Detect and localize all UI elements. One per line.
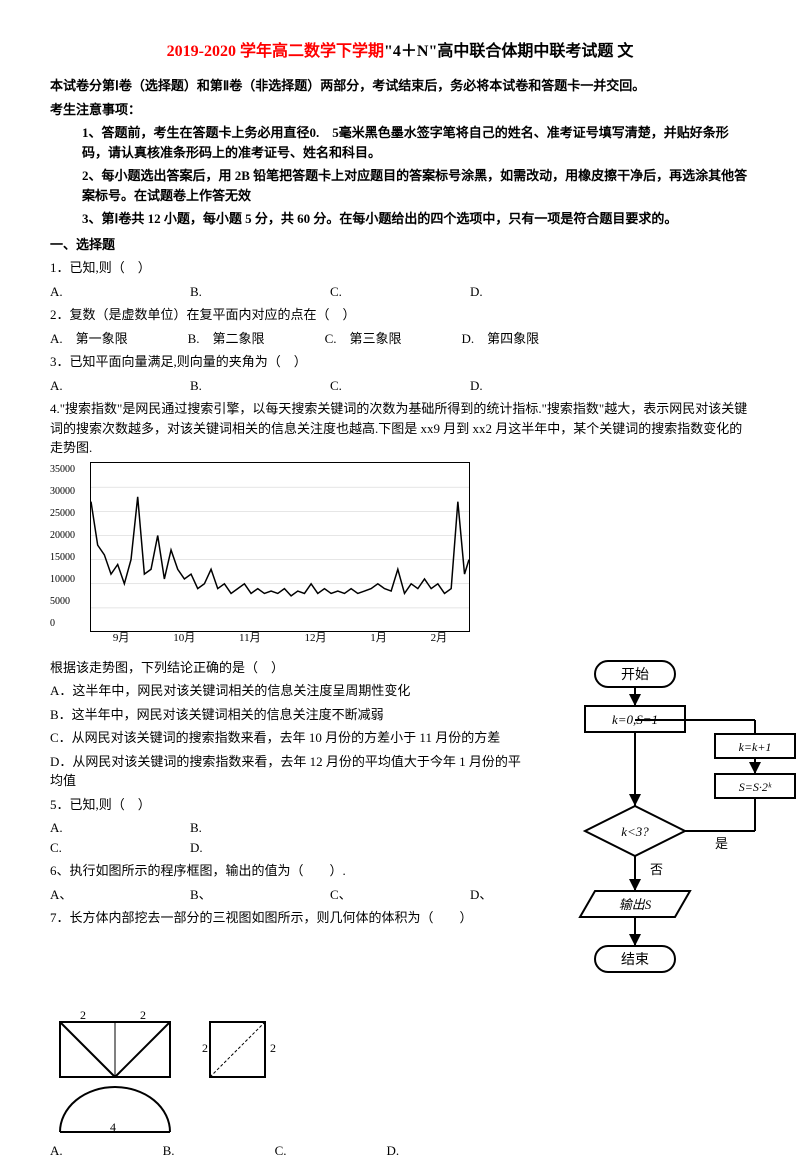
flowchart: 开始 k=0,S=1 k<3? 是 k=k+1 S=S·2ᵏ bbox=[540, 656, 800, 996]
chart-svg bbox=[91, 463, 469, 632]
q7-text: 7．长方体内部挖去一部分的三视图如图所示，则几何体的体积为（ ） bbox=[50, 908, 530, 928]
q5-choices2: C. D. bbox=[50, 838, 530, 858]
q7-choice-c: C. bbox=[275, 1141, 287, 1161]
q2-choice-d: D. 第四象限 bbox=[461, 329, 539, 349]
q2-choices: A. 第一象限 B. 第二象限 C. 第三象限 D. 第四象限 bbox=[50, 329, 750, 349]
q2-choice-c: C. 第三象限 bbox=[325, 329, 402, 349]
title-black: "4＋N"高中联合体期中联考试题 文 bbox=[384, 43, 633, 60]
line-chart-wrap: 35000 30000 25000 20000 15000 10000 5000… bbox=[90, 462, 750, 632]
svg-text:2: 2 bbox=[80, 1008, 86, 1022]
flow-mult: S=S·2ᵏ bbox=[739, 780, 772, 794]
page-title: 2019-2020 学年高二数学下学期"4＋N"高中联合体期中联考试题 文 bbox=[50, 40, 750, 64]
line-chart: 9月 10月 11月 12月 1月 2月 bbox=[90, 462, 470, 632]
q1-choice-a: A. bbox=[50, 282, 110, 302]
q4-opt-b: B．这半年中，网民对该关键词相关的信息关注度不断减弱 bbox=[50, 705, 530, 725]
q3-choices: A. B. C. D. bbox=[50, 376, 750, 396]
q6-choice-d: D、 bbox=[470, 885, 530, 905]
three-view-right: 2 2 bbox=[200, 1007, 280, 1137]
ytick: 20000 bbox=[50, 528, 75, 543]
flow-inc: k=k+1 bbox=[739, 740, 772, 754]
three-view-left: 2 2 4 bbox=[50, 1007, 180, 1137]
ytick: 15000 bbox=[50, 550, 75, 565]
svg-text:2: 2 bbox=[202, 1041, 208, 1055]
q1-text: 1．已知,则（ ） bbox=[50, 258, 750, 278]
q4-opt-c: C．从网民对该关键词的搜索指数来看，去年 10 月份的方差小于 11 月份的方差 bbox=[50, 728, 530, 748]
flow-start: 开始 bbox=[621, 667, 649, 683]
xtick: 1月 bbox=[370, 630, 387, 647]
q4-options-col: 根据该走势图，下列结论正确的是（ ） A．这半年中，网民对该关键词相关的信息关注… bbox=[50, 636, 530, 932]
q2-choice-b: B. 第二象限 bbox=[188, 329, 265, 349]
ytick: 0 bbox=[50, 616, 75, 631]
section-heading: 一、选择题 bbox=[50, 235, 750, 255]
q2-text: 2．复数（是虚数单位）在复平面内对应的点在（ ） bbox=[50, 305, 750, 325]
q1-choices: A. B. C. D. bbox=[50, 282, 750, 302]
q3-text: 3．已知平面向量满足,则向量的夹角为（ ） bbox=[50, 352, 750, 372]
q1-choice-c: C. bbox=[330, 282, 390, 302]
notice-2: 2、每小题选出答案后，用 2B 铅笔把答题卡上对应题目的答案标号涂黑，如需改动，… bbox=[50, 166, 750, 205]
q6-text: 6、执行如图所示的程序框图，输出的值为（ ）. bbox=[50, 861, 530, 881]
ytick: 25000 bbox=[50, 506, 75, 521]
q4-opt-a: A．这半年中，网民对该关键词相关的信息关注度呈周期性变化 bbox=[50, 681, 530, 701]
q5-choices: A. B. bbox=[50, 818, 530, 838]
notice-3: 3、第Ⅰ卷共 12 小题，每小题 5 分，共 60 分。在每小题给出的四个选项中… bbox=[50, 209, 750, 229]
chart-y-axis: 35000 30000 25000 20000 15000 10000 5000… bbox=[50, 462, 75, 632]
flow-no: 否 bbox=[650, 862, 663, 877]
q7-choices: A. B. C. D. bbox=[50, 1141, 750, 1161]
q5-choice-c: C. bbox=[50, 838, 110, 858]
svg-text:2: 2 bbox=[270, 1041, 276, 1055]
q2-choice-a: A. 第一象限 bbox=[50, 329, 128, 349]
q5-choice-d: D. bbox=[190, 838, 250, 858]
flow-out: 输出S bbox=[619, 897, 652, 912]
xtick: 9月 bbox=[113, 630, 130, 647]
q5-choice-a: A. bbox=[50, 818, 110, 838]
q1-choice-b: B. bbox=[190, 282, 250, 302]
q7-choice-d: D. bbox=[386, 1141, 399, 1161]
q3-choice-c: C. bbox=[330, 376, 390, 396]
three-view-row: 2 2 4 2 2 bbox=[50, 1007, 750, 1137]
xtick: 11月 bbox=[239, 630, 261, 647]
title-red: 2019-2020 学年高二数学下学期 bbox=[167, 43, 384, 60]
q5-text: 5．已知,则（ ） bbox=[50, 795, 530, 815]
q3-choice-b: B. bbox=[190, 376, 250, 396]
q5-choice-b: B. bbox=[190, 818, 250, 838]
intro-text: 本试卷分第Ⅰ卷（选择题）和第Ⅱ卷（非选择题）两部分，考试结束后，务必将本试卷和答… bbox=[50, 76, 750, 96]
xtick: 2月 bbox=[431, 630, 448, 647]
ytick: 30000 bbox=[50, 484, 75, 499]
q7-choice-b: B. bbox=[163, 1141, 175, 1161]
svg-text:2: 2 bbox=[140, 1008, 146, 1022]
q3-choice-a: A. bbox=[50, 376, 110, 396]
q1-choice-d: D. bbox=[470, 282, 530, 302]
q6-choice-a: A、 bbox=[50, 885, 110, 905]
chart-x-axis: 9月 10月 11月 12月 1月 2月 bbox=[91, 630, 469, 647]
notice-title: 考生注意事项： bbox=[50, 100, 750, 120]
flow-cond: k<3? bbox=[621, 824, 649, 839]
q4-opt-d: D．从网民对该关键词的搜索指数来看，去年 12 月份的平均值大于今年 1 月份的… bbox=[50, 752, 530, 791]
flow-end: 结束 bbox=[621, 952, 649, 968]
ytick: 35000 bbox=[50, 462, 75, 477]
xtick: 10月 bbox=[173, 630, 195, 647]
ytick: 5000 bbox=[50, 594, 75, 609]
flow-yes: 是 bbox=[715, 836, 728, 851]
q6-choice-b: B、 bbox=[190, 885, 250, 905]
q6-choice-c: C、 bbox=[330, 885, 390, 905]
xtick: 12月 bbox=[304, 630, 326, 647]
q7-choice-a: A. bbox=[50, 1141, 63, 1161]
notice-1: 1、答题前，考生在答题卡上务必用直径0. 5毫米黑色墨水签字笔将自己的姓名、准考… bbox=[50, 123, 750, 162]
q4-text: 4."搜索指数"是网民通过搜索引擎，以每天搜索关键词的次数为基础所得到的统计指标… bbox=[50, 399, 750, 458]
q3-choice-d: D. bbox=[470, 376, 530, 396]
q4-sub: 根据该走势图，下列结论正确的是（ ） bbox=[50, 658, 530, 678]
flowchart-col: 开始 k=0,S=1 k<3? 是 k=k+1 S=S·2ᵏ bbox=[540, 656, 800, 1002]
ytick: 10000 bbox=[50, 572, 75, 587]
q6-choices: A、 B、 C、 D、 bbox=[50, 885, 530, 905]
